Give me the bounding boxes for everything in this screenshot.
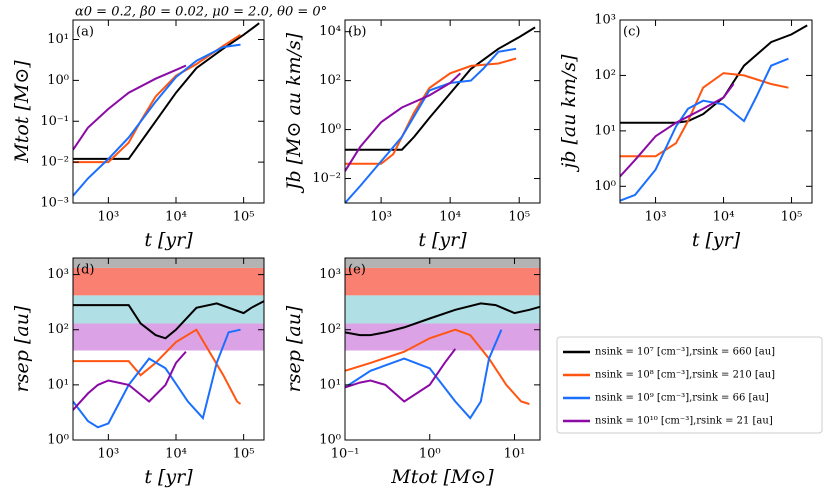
axes-frame bbox=[72, 19, 265, 204]
y-axis-label: rsep [au] bbox=[283, 305, 305, 392]
series-line bbox=[345, 72, 461, 172]
y-tick-label: 10¹ bbox=[319, 377, 341, 392]
series-line bbox=[73, 22, 260, 160]
legend-label: nsink = 10⁷ [cm⁻³],rsink = 660 [au] bbox=[595, 347, 775, 358]
axes-frame bbox=[619, 19, 813, 204]
x-tick-label: 10⁻¹ bbox=[331, 447, 360, 462]
series-line bbox=[73, 328, 242, 405]
y-tick-label: 10⁰ bbox=[319, 122, 341, 137]
x-tick-label: 10⁰ bbox=[419, 447, 441, 462]
band bbox=[345, 295, 540, 324]
series-line bbox=[620, 83, 735, 178]
band bbox=[345, 258, 540, 268]
legend-label: nsink = 10⁹ [cm⁻³],rsink = 66 [au] bbox=[595, 393, 769, 404]
series-line bbox=[620, 24, 808, 124]
panel-label: (a) bbox=[76, 25, 94, 40]
series-line bbox=[345, 57, 517, 165]
legend-label: nsink = 10⁸ [cm⁻³],rsink = 210 [au] bbox=[595, 370, 775, 381]
x-axis-label: t [yr] bbox=[418, 229, 467, 251]
panel-label: (e) bbox=[348, 263, 366, 278]
y-tick-label: 10¹ bbox=[47, 377, 69, 392]
axes-frame bbox=[344, 19, 541, 204]
y-tick-label: 10⁰ bbox=[319, 433, 341, 448]
x-tick-label: 10⁴ bbox=[439, 210, 461, 225]
x-axis-label: t [yr] bbox=[144, 466, 193, 488]
x-tick-label: 10⁴ bbox=[165, 210, 187, 225]
x-tick-label: 10³ bbox=[97, 210, 119, 225]
series-line bbox=[620, 72, 789, 158]
y-tick-label: 10⁻² bbox=[312, 171, 341, 186]
band bbox=[345, 323, 540, 351]
panel-label: (d) bbox=[76, 263, 94, 278]
series-line bbox=[73, 64, 187, 151]
x-tick-label: 10³ bbox=[645, 210, 667, 225]
series-line bbox=[73, 351, 187, 411]
x-tick-label: 10³ bbox=[97, 447, 119, 462]
series-line bbox=[345, 329, 503, 420]
y-tick-label: 10² bbox=[594, 68, 616, 83]
x-tick-label: 10³ bbox=[370, 210, 392, 225]
y-tick-label: 10³ bbox=[319, 267, 341, 282]
y-axis-label: Mtot [M⊙] bbox=[11, 60, 33, 164]
figure-title: α0 = 0.2, β0 = 0.02, μ0 = 2.0, θ0 = 0° bbox=[75, 5, 327, 20]
series-line bbox=[620, 57, 789, 202]
y-tick-label: 10⁻¹ bbox=[40, 114, 69, 129]
x-tick-label: 10⁵ bbox=[781, 210, 803, 225]
x-tick-label: 10⁵ bbox=[233, 447, 255, 462]
series-line bbox=[345, 47, 517, 203]
legend-box bbox=[556, 336, 823, 434]
y-tick-label: 10² bbox=[47, 322, 69, 337]
series-line bbox=[345, 302, 540, 337]
series-line bbox=[345, 26, 536, 151]
series-line bbox=[345, 328, 530, 405]
y-tick-label: 10³ bbox=[594, 13, 616, 28]
y-axis-label: Jb [M⊙ au km/s] bbox=[283, 32, 305, 194]
series-line bbox=[73, 328, 241, 429]
band bbox=[73, 258, 264, 268]
band bbox=[345, 267, 540, 296]
x-axis-label: t [yr] bbox=[692, 229, 741, 251]
y-tick-label: 10⁻³ bbox=[40, 196, 69, 211]
x-axis-label: Mtot [M⊙] bbox=[390, 466, 494, 488]
y-tick-label: 10⁻² bbox=[40, 155, 69, 170]
series-line bbox=[73, 300, 264, 340]
y-tick-label: 10³ bbox=[47, 267, 69, 282]
y-axis-label: jb [au km/s] bbox=[558, 54, 580, 173]
x-tick-label: 10⁴ bbox=[713, 210, 735, 225]
x-axis-label: t [yr] bbox=[144, 229, 193, 251]
panel-label: (b) bbox=[348, 25, 366, 40]
series-line bbox=[345, 348, 457, 403]
panel-label: (c) bbox=[623, 25, 640, 40]
legend-label: nsink = 10¹⁰ [cm⁻³],rsink = 21 [au] bbox=[595, 416, 773, 427]
y-tick-label: 10² bbox=[319, 322, 341, 337]
axes-frame bbox=[72, 257, 265, 441]
y-tick-label: 10¹ bbox=[594, 123, 616, 138]
x-tick-label: 10⁴ bbox=[165, 447, 187, 462]
y-axis-label: rsep [au] bbox=[11, 305, 33, 392]
y-tick-label: 10⁰ bbox=[594, 179, 616, 194]
y-tick-label: 10⁰ bbox=[47, 73, 69, 88]
band bbox=[73, 267, 264, 296]
x-tick-label: 10⁵ bbox=[233, 210, 255, 225]
y-tick-label: 10² bbox=[319, 73, 341, 88]
y-tick-label: 10¹ bbox=[47, 32, 69, 47]
x-tick-label: 10¹ bbox=[504, 447, 526, 462]
series-line bbox=[73, 43, 241, 197]
y-tick-label: 10⁰ bbox=[47, 433, 69, 448]
x-tick-label: 10⁵ bbox=[508, 210, 530, 225]
axes-frame bbox=[344, 257, 541, 441]
y-tick-label: 10⁴ bbox=[319, 24, 341, 39]
